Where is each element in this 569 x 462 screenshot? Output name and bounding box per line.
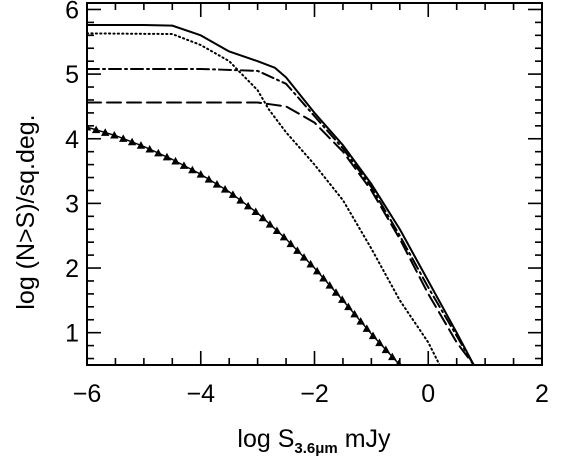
- tick-layer: [86, 3, 543, 365]
- triangle-marker: [350, 309, 359, 318]
- triangle-marker: [368, 331, 378, 340]
- triangle-marker: [171, 156, 180, 165]
- x-axis-label-suffix: mJy: [338, 425, 391, 453]
- triangle-marker: [228, 190, 238, 198]
- y-tick-label: 6: [65, 0, 79, 24]
- x-tick-label: −6: [73, 380, 102, 408]
- triangle-marker: [212, 180, 222, 188]
- triangle-marker: [344, 302, 353, 311]
- triangle-marker: [338, 295, 347, 303]
- series-4-markers: [87, 122, 402, 365]
- plot-frame-layer: [86, 2, 543, 366]
- y-tick-label: 3: [65, 190, 79, 218]
- x-tick-label: 2: [535, 380, 549, 408]
- triangle-marker: [331, 288, 341, 296]
- triangle-marker: [381, 345, 391, 354]
- triangle-marker: [136, 141, 146, 149]
- triangle-marker: [362, 324, 371, 332]
- triangle-marker: [375, 338, 384, 347]
- triangle-marker: [204, 175, 214, 183]
- triangle-marker: [306, 259, 315, 268]
- triangle-marker: [179, 161, 189, 169]
- triangle-marker: [91, 125, 101, 134]
- triangle-marker: [162, 152, 172, 161]
- x-tick-label: −2: [300, 380, 329, 408]
- triangle-marker: [236, 196, 245, 204]
- plot-frame: [86, 2, 543, 366]
- x-tick-label: 0: [421, 380, 435, 408]
- triangle-marker: [87, 122, 92, 131]
- series-1-dotted-line: [87, 32, 441, 365]
- triangle-marker: [319, 273, 328, 282]
- y-tick-label: 5: [65, 61, 79, 89]
- x-tick-label: −4: [186, 380, 215, 408]
- series-0-solid-line: [87, 23, 475, 365]
- triangle-marker: [265, 220, 275, 228]
- triangle-marker: [196, 170, 205, 178]
- triangle-marker: [127, 137, 137, 146]
- triangle-marker: [243, 201, 253, 210]
- triangle-marker: [286, 239, 295, 248]
- series-3-dashed-line: [87, 101, 475, 365]
- x-axis-label: log S3.6μm mJy: [237, 425, 391, 457]
- triangle-marker: [101, 128, 110, 136]
- triangle-marker: [119, 134, 128, 142]
- x-axis-label-subscript: 3.6μm: [294, 440, 337, 457]
- triangle-marker: [293, 246, 302, 254]
- triangle-marker: [188, 165, 197, 174]
- series-layer: [87, 23, 475, 365]
- series-2-dashdot-line: [87, 67, 475, 365]
- triangle-marker: [299, 253, 309, 261]
- triangle-marker: [279, 232, 289, 241]
- y-axis-label: log (N>S)/sq.deg.: [12, 114, 40, 309]
- triangle-marker: [251, 207, 260, 216]
- triangle-marker: [220, 185, 230, 193]
- y-tick-label: 4: [65, 126, 79, 154]
- y-tick-label: 1: [65, 320, 79, 348]
- triangle-marker: [312, 266, 322, 275]
- series-4-solid-line: [87, 126, 401, 365]
- x-axis-label-prefix: log S: [237, 425, 294, 453]
- triangle-marker: [258, 213, 268, 222]
- triangle-marker: [154, 148, 163, 157]
- y-tick-label: 2: [65, 255, 79, 283]
- triangle-marker: [325, 281, 334, 289]
- triangle-marker: [145, 144, 154, 153]
- triangle-marker: [388, 352, 397, 361]
- triangle-marker: [356, 317, 365, 325]
- triangle-marker: [272, 226, 282, 235]
- triangle-marker: [110, 130, 119, 139]
- tick-label-layer: −6 −4 −2 0 2 1 2 3 4 5 6: [65, 0, 549, 408]
